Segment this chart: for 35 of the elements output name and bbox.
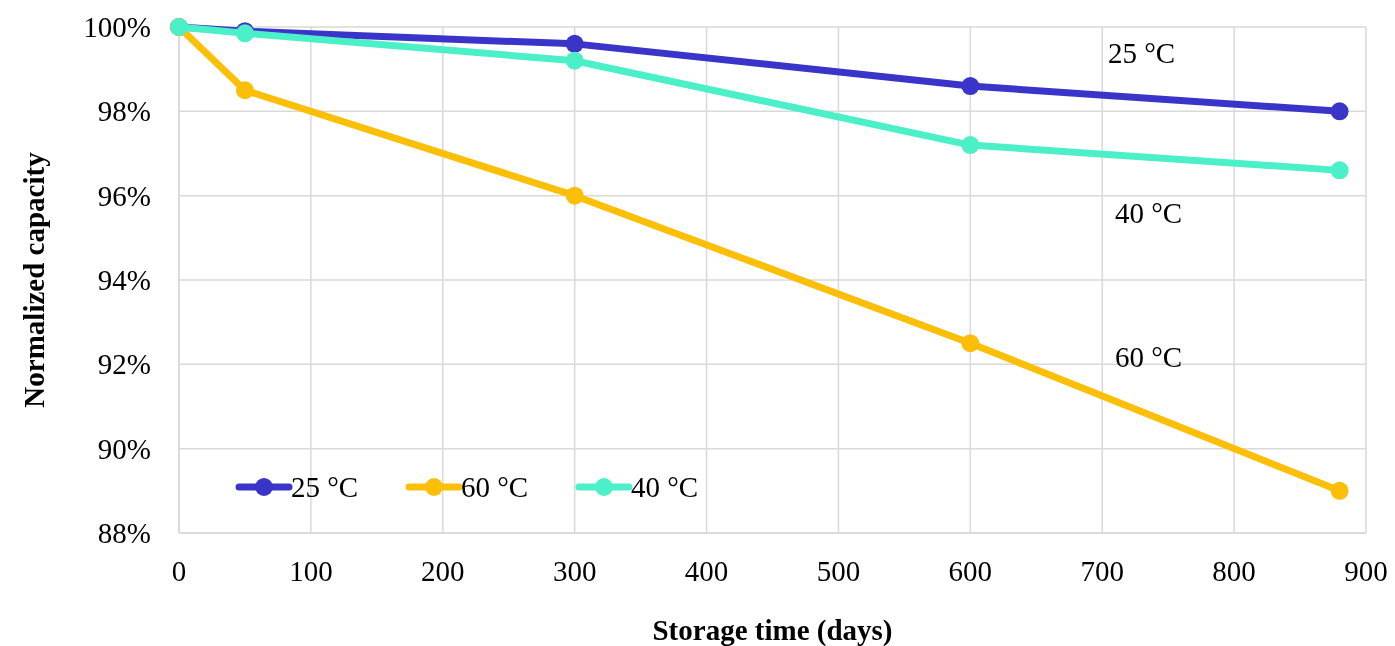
x-tick-label: 100 [289, 555, 333, 587]
point [565, 34, 584, 53]
annotation: 25 °C [1108, 37, 1176, 69]
point [1330, 161, 1349, 180]
x-tick-label: 500 [816, 555, 861, 587]
point [961, 77, 980, 96]
y-tick-label: 90% [97, 432, 151, 465]
y-tick-label: 96% [97, 179, 151, 212]
point [961, 136, 980, 155]
x-tick-label: 800 [1212, 555, 1256, 587]
legend-label: 40 °C [631, 471, 699, 503]
x-tick-label: 0 [171, 555, 187, 587]
x-tick-label: 200 [421, 555, 465, 587]
annotation: 60 °C [1115, 341, 1183, 373]
y-tick-label: 98% [97, 95, 151, 128]
x-tick-label: 400 [684, 555, 729, 587]
point [565, 51, 584, 70]
x-axis-title: Storage time (days) [652, 614, 893, 646]
point [565, 186, 584, 205]
y-axis-title: Normalized capacity [18, 151, 50, 408]
point [1330, 481, 1349, 500]
x-tick-label: 300 [552, 555, 597, 587]
y-tick-label: 92% [97, 348, 151, 381]
x-tick-label: 600 [948, 555, 993, 587]
y-tick-label: 88% [97, 517, 151, 549]
point [961, 334, 980, 353]
point [235, 81, 254, 100]
annotation: 40 °C [1115, 197, 1183, 229]
y-tick-label: 94% [97, 264, 151, 296]
legend-label: 25 °C [291, 471, 359, 503]
x-tick-label: 700 [1080, 555, 1124, 587]
y-tick-label: 100% [83, 11, 151, 43]
point [1330, 102, 1349, 121]
legend-label: 60 °C [461, 471, 529, 503]
x-tick-label: 900 [1344, 555, 1388, 587]
